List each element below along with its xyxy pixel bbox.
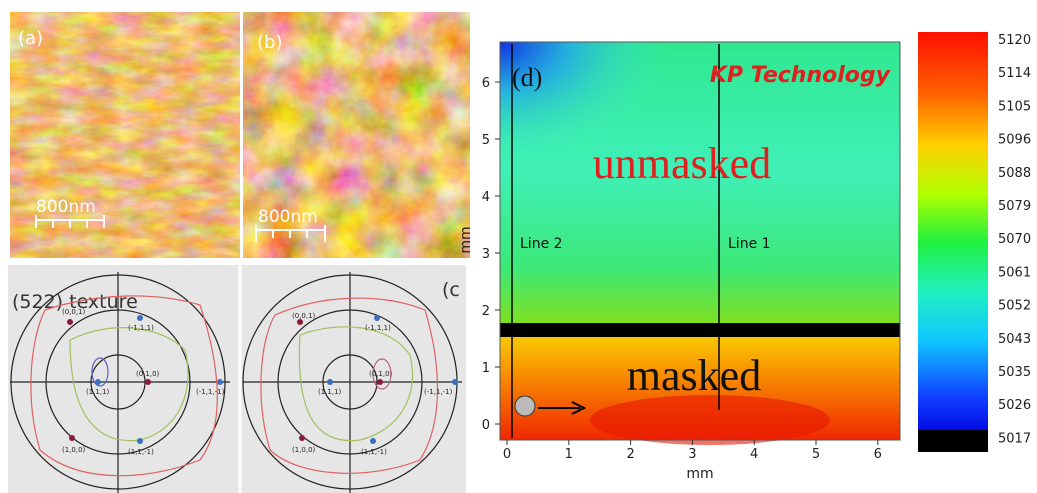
y-tick-label: 4 bbox=[482, 190, 490, 205]
colorbar-label: 5120 bbox=[998, 33, 1031, 48]
scale-bar-label: 800nm bbox=[258, 207, 318, 227]
colorbar-label: 5017 bbox=[998, 431, 1031, 446]
x-tick-label: 3 bbox=[688, 447, 696, 462]
pole-label: (1,1,1) bbox=[86, 388, 110, 396]
pole-label: (-1,1,-1) bbox=[424, 388, 453, 396]
x-axis-label: mm bbox=[686, 466, 713, 482]
pole-label: (-1,1,1) bbox=[365, 324, 391, 332]
pole-label: (-1,1,-1) bbox=[196, 388, 225, 396]
panel-label: (c bbox=[442, 279, 460, 301]
colorbar-label: 5061 bbox=[998, 265, 1031, 280]
colorbar bbox=[918, 32, 988, 437]
colorbar bbox=[918, 430, 988, 452]
x-tick-label: 1 bbox=[565, 447, 573, 462]
pole-label: (1,1,1) bbox=[318, 388, 342, 396]
colorbar-label: 5070 bbox=[998, 232, 1031, 247]
colorbar-label: 5035 bbox=[998, 365, 1031, 380]
pole-label: (0,1,0) bbox=[369, 370, 393, 378]
colorbar-label: 5043 bbox=[998, 332, 1031, 347]
brand: KP Technology bbox=[710, 63, 892, 88]
afm-image bbox=[10, 12, 240, 258]
x-tick-label: 0 bbox=[503, 447, 511, 462]
x-tick-label: 2 bbox=[626, 447, 634, 462]
line-label: Line 2 bbox=[520, 236, 563, 252]
panel-label: (d) bbox=[512, 63, 542, 92]
panel-label: (a) bbox=[18, 28, 43, 49]
colorbar-label: 5096 bbox=[998, 133, 1031, 148]
region-label: unmasked bbox=[593, 139, 771, 188]
colorbar-label: 5052 bbox=[998, 299, 1031, 314]
figure: (a) 800nm (b) 800nm (522) texture (c (0,… bbox=[0, 0, 1037, 493]
pole-label: (0,1,0) bbox=[136, 370, 160, 378]
probe-icon bbox=[515, 396, 535, 416]
pole-label: (0,0,1) bbox=[62, 308, 86, 316]
y-tick-label: 3 bbox=[482, 247, 490, 262]
y-tick-label: 5 bbox=[482, 133, 490, 148]
colorbar-label: 5026 bbox=[998, 398, 1031, 413]
pole-label: (0,0,1) bbox=[292, 312, 316, 320]
x-tick-label: 5 bbox=[812, 447, 820, 462]
colorbar-label: 5079 bbox=[998, 199, 1031, 214]
pole-label: (1,1,-1) bbox=[361, 448, 387, 456]
region-label: masked bbox=[627, 351, 761, 400]
y-tick-label: 2 bbox=[482, 304, 490, 319]
x-tick-label: 4 bbox=[750, 447, 758, 462]
panel-label: (b) bbox=[257, 32, 282, 53]
pole-label: (1,1,-1) bbox=[128, 448, 154, 456]
y-tick-label: 0 bbox=[482, 418, 490, 433]
colorbar-label: 5105 bbox=[998, 99, 1031, 114]
pole-label: (1,0,0) bbox=[292, 446, 316, 454]
scale-bar-label: 800nm bbox=[36, 197, 96, 217]
y-axis-label: mm bbox=[458, 226, 474, 253]
y-tick-label: 6 bbox=[482, 76, 490, 91]
x-tick-label: 6 bbox=[874, 447, 882, 462]
pole-label: (1,0,0) bbox=[62, 446, 86, 454]
line-label: Line 1 bbox=[728, 236, 771, 252]
pole-label: (-1,1,1) bbox=[128, 324, 154, 332]
colorbar-label: 5114 bbox=[998, 66, 1031, 81]
y-tick-label: 1 bbox=[482, 361, 490, 376]
colorbar-label: 5088 bbox=[998, 166, 1031, 181]
